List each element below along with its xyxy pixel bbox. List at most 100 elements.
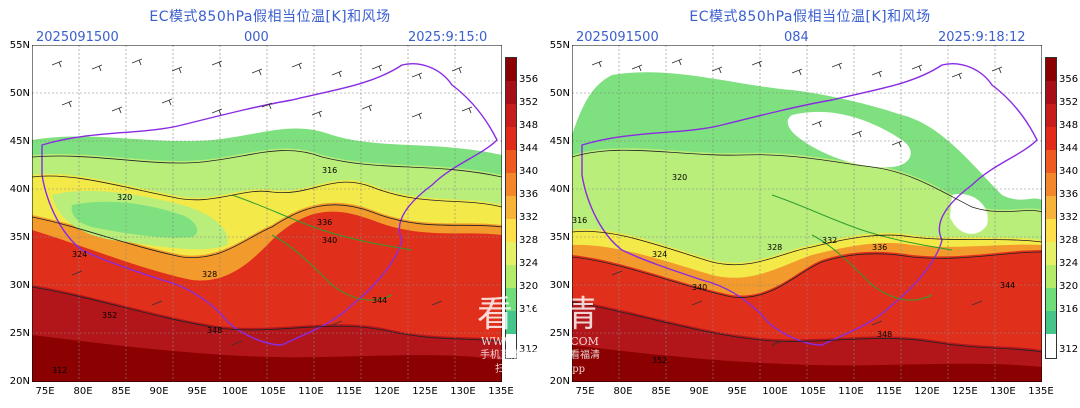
lon-label: 110E (838, 386, 864, 397)
contour-label: 344 (1000, 281, 1015, 290)
contour-label: 348 (207, 326, 222, 335)
lon-label: 100E (222, 386, 248, 397)
lon-label: 90E (689, 386, 709, 397)
lead-time: 084 (784, 30, 809, 45)
lon-label: 85E (651, 386, 671, 397)
lon-label: 125E (952, 386, 978, 397)
lat-label: 40N (9, 184, 30, 195)
colorbar-label: 356 (1059, 74, 1079, 85)
lon-label: 75E (575, 386, 595, 397)
map-panel-right: EC模式850hPa假相当位温[K]和风场 2025091500 084 202… (540, 0, 1080, 408)
contour-label: 316 (572, 216, 587, 225)
colorbar-label: 324 (519, 258, 539, 269)
contour-label: 336 (317, 218, 332, 227)
lat-label: 35N (9, 232, 30, 243)
colorbar-label: 324 (1059, 258, 1079, 269)
colorbar-label: 312 (519, 344, 539, 355)
colorbar-label: 352 (519, 97, 539, 108)
lat-label: 45N (549, 136, 570, 147)
lon-label: 90E (149, 386, 169, 397)
lat-label: 30N (549, 280, 570, 291)
lon-label: 105E (800, 386, 826, 397)
lat-label: 30N (9, 280, 30, 291)
lon-label: 80E (73, 386, 93, 397)
lat-label: 25N (9, 328, 30, 339)
lon-label: 85E (111, 386, 131, 397)
lat-label: 35N (549, 232, 570, 243)
lon-label: 115E (336, 386, 362, 397)
theta-e-map: 320 324 328 336 340 344 348 352 316 312 (32, 45, 502, 382)
colorbar-label: 336 (1059, 189, 1079, 200)
contour-label: 316 (322, 166, 337, 175)
lon-label: 135E (488, 386, 514, 397)
contour-label: 312 (52, 366, 67, 375)
contour-label: 340 (692, 283, 707, 292)
init-time: 2025091500 (36, 30, 119, 45)
lon-label: 115E (876, 386, 902, 397)
colorbar-label: 328 (519, 235, 539, 246)
contour-label: 324 (72, 250, 87, 259)
contour-label: 352 (652, 356, 667, 365)
colorbar-label: 316 (1059, 304, 1079, 315)
map-panel-left: EC模式850hPa假相当位温[K]和风场 2025091500 000 202… (9, 9, 539, 397)
contour-label: 344 (372, 296, 387, 305)
contour-label: 320 (672, 173, 687, 182)
colorbar-label: 340 (519, 166, 539, 177)
colorbar-label: 316 (519, 304, 539, 315)
lon-label: 130E (990, 386, 1016, 397)
panel-title: EC模式850hPa假相当位温[K]和风场 (689, 9, 931, 25)
contour-label: 320 (117, 193, 132, 202)
lon-label: 75E (35, 386, 55, 397)
contour-label: 336 (872, 243, 887, 252)
colorbar-label: 344 (1059, 143, 1079, 154)
lon-label: 120E (914, 386, 940, 397)
init-time: 2025091500 (576, 30, 659, 45)
colorbar-label: 312 (1059, 344, 1079, 355)
lon-label: 110E (298, 386, 324, 397)
colorbar-label: 328 (1059, 235, 1079, 246)
contour-label: 324 (652, 250, 667, 259)
colorbar (505, 57, 517, 359)
lat-label: 50N (9, 88, 30, 99)
colorbar-label: 336 (519, 189, 539, 200)
lat-label: 40N (549, 184, 570, 195)
lon-label: 95E (187, 386, 207, 397)
colorbar-label: 352 (1059, 97, 1079, 108)
lead-time: 000 (244, 30, 269, 45)
lon-label: 130E (450, 386, 476, 397)
lat-label: 55N (9, 40, 30, 51)
colorbar-label: 356 (519, 74, 539, 85)
valid-time: 2025:9:15:0 (408, 30, 488, 45)
theta-e-map: 320 324 328 332 336 340 344 348 352 316 (572, 45, 1042, 382)
colorbar-label: 348 (519, 120, 539, 131)
lat-label: 25N (549, 328, 570, 339)
lat-label: 20N (549, 376, 570, 387)
contour-label: 332 (822, 236, 837, 245)
panel-title: EC模式850hPa假相当位温[K]和风场 (149, 9, 391, 25)
contour-label: 340 (322, 236, 337, 245)
lon-label: 105E (260, 386, 286, 397)
lon-label: 80E (613, 386, 633, 397)
colorbar-label: 320 (519, 281, 539, 292)
colorbar-label: 332 (1059, 212, 1079, 223)
contour-label: 328 (767, 243, 782, 252)
contour-label: 348 (877, 330, 892, 339)
lat-label: 20N (9, 376, 30, 387)
colorbar-label: 332 (519, 212, 539, 223)
lat-label: 50N (549, 88, 570, 99)
lat-label: 45N (9, 136, 30, 147)
colorbar (1045, 57, 1057, 359)
lon-label: 125E (412, 386, 438, 397)
colorbar-label: 348 (1059, 120, 1079, 131)
valid-time: 2025:9:18:12 (938, 30, 1026, 45)
lon-label: 135E (1028, 386, 1054, 397)
lon-label: 100E (762, 386, 788, 397)
colorbar-label: 340 (1059, 166, 1079, 177)
lon-label: 95E (727, 386, 747, 397)
contour-label: 328 (202, 270, 217, 279)
colorbar-label: 320 (1059, 281, 1079, 292)
lat-label: 55N (549, 40, 570, 51)
colorbar-label: 344 (519, 143, 539, 154)
contour-label: 352 (102, 311, 117, 320)
lon-label: 120E (374, 386, 400, 397)
